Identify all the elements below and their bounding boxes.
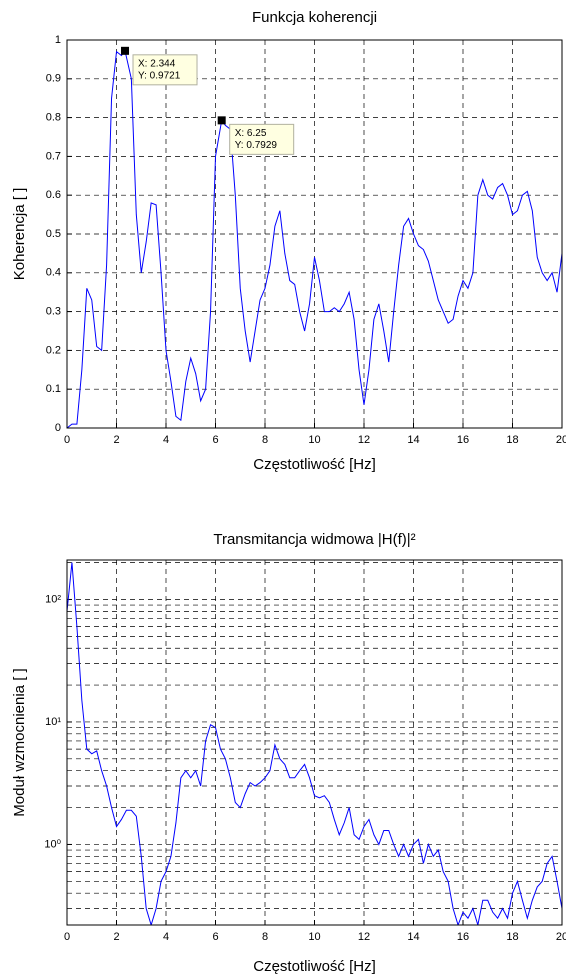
- x-tick-label: 2: [113, 931, 119, 943]
- data-tip-box: [132, 54, 198, 86]
- data-tip-marker: [217, 116, 226, 125]
- x-tick-label: 12: [358, 931, 370, 943]
- x-tick-label: 4: [163, 931, 169, 943]
- x-tick-label: 20: [556, 434, 566, 446]
- data-line: [67, 562, 562, 925]
- data-line: [67, 49, 562, 428]
- x-axis-label: Częstotliwość [Hz]: [253, 958, 376, 975]
- x-tick-label: 16: [457, 434, 469, 446]
- x-tick-label: 12: [358, 434, 370, 446]
- x-tick-label: 6: [212, 434, 218, 446]
- x-tick-label: 10: [308, 931, 320, 943]
- x-tick-label: 8: [262, 434, 268, 446]
- x-tick-label: 20: [556, 931, 566, 943]
- data-tip-y: Y: 0.9721: [138, 70, 181, 81]
- x-tick-label: 4: [163, 434, 169, 446]
- y-tick-label: 0: [55, 422, 61, 434]
- x-tick-label: 0: [64, 434, 70, 446]
- data-tip-y: Y: 0.7929: [235, 140, 278, 151]
- chart-title: Transmitancja widmowa |H(f)|²: [213, 531, 415, 548]
- data-tip-x: X: 6.25: [235, 128, 267, 139]
- x-axis-label: Częstotliwość [Hz]: [253, 456, 376, 473]
- x-tick-label: 18: [506, 931, 518, 943]
- x-tick-label: 14: [407, 434, 419, 446]
- y-tick-label: 0.2: [46, 344, 61, 356]
- y-axis-label: Koherencja [ ]: [11, 188, 28, 281]
- x-tick-label: 6: [212, 931, 218, 943]
- x-tick-label: 0: [64, 931, 70, 943]
- x-tick-label: 14: [407, 931, 419, 943]
- y-tick-label: 0.7: [46, 150, 61, 162]
- data-tip-box: [229, 123, 295, 155]
- y-tick-label: 0.1: [46, 383, 61, 395]
- chart-title: Funkcja koherencji: [252, 9, 377, 26]
- y-tick-label: 0.4: [46, 267, 61, 279]
- y-tick-label: 10²: [45, 593, 61, 605]
- x-tick-label: 2: [113, 434, 119, 446]
- x-tick-label: 16: [457, 931, 469, 943]
- y-axis-label: Moduł wzmocnienia [ ]: [11, 668, 28, 816]
- y-tick-label: 0.3: [46, 306, 61, 318]
- data-tip-x: X: 2.344: [138, 58, 176, 69]
- y-tick-label: 0.8: [46, 112, 61, 124]
- x-tick-label: 8: [262, 931, 268, 943]
- axes-box: [66, 39, 563, 429]
- x-tick-label: 18: [506, 434, 518, 446]
- x-tick-label: 10: [308, 434, 320, 446]
- y-tick-label: 10⁰: [44, 838, 61, 850]
- y-tick-label: 0.5: [46, 228, 61, 240]
- y-tick-label: 0.6: [46, 189, 61, 201]
- y-tick-label: 1: [55, 34, 61, 46]
- data-tip-marker: [121, 46, 130, 55]
- y-tick-label: 10¹: [45, 716, 61, 728]
- y-tick-label: 0.9: [46, 73, 61, 85]
- axes-box: [66, 559, 563, 926]
